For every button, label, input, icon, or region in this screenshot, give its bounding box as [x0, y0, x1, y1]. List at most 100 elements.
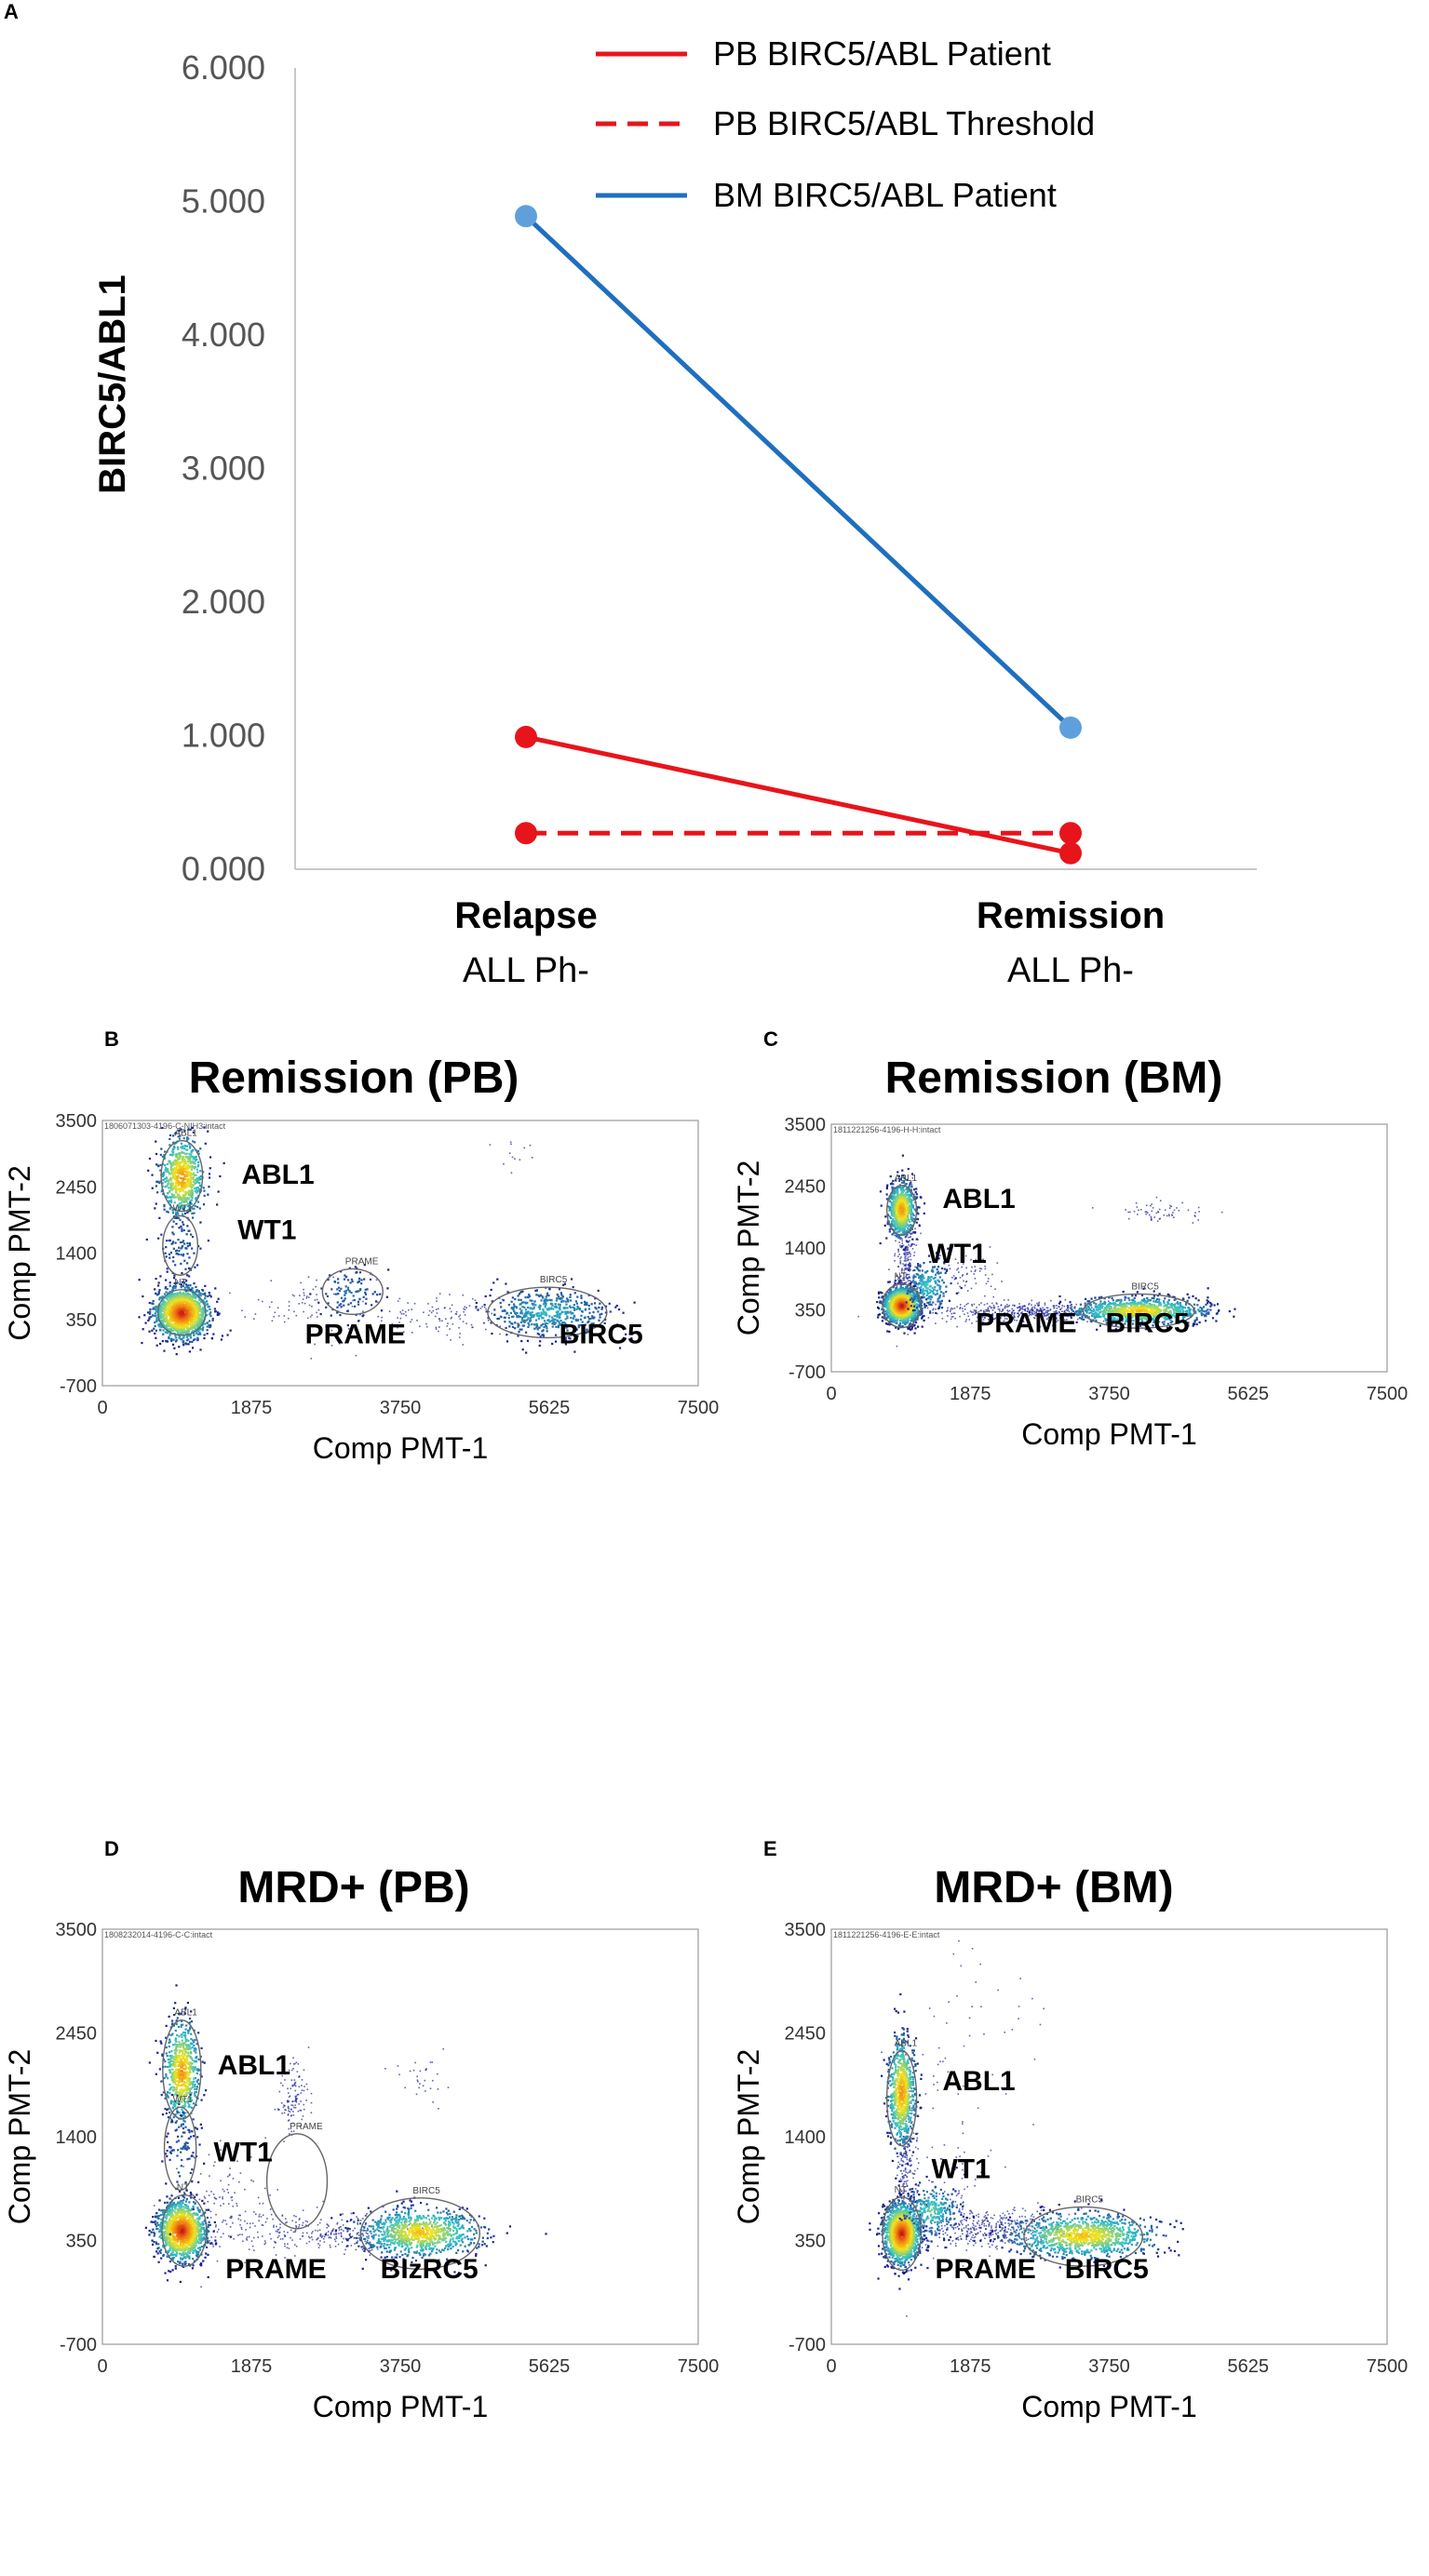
event-cloud	[857, 1154, 1236, 1348]
y-tick-label: -700	[60, 2335, 97, 2355]
cluster-label-abl1: ABL1	[241, 1160, 314, 1190]
series-bm-birc5-abl-patient	[515, 205, 1082, 739]
gate-label: BIRC5	[540, 1275, 568, 1285]
cluster-abl1	[148, 1984, 208, 2146]
y-tick-label: 350	[66, 1310, 97, 1331]
gates: ABL1 WT1 PRAME NT BIRC5	[157, 1129, 608, 1339]
sparse-events	[881, 1939, 1045, 2126]
y-tick-label: 6.000	[182, 48, 265, 87]
panel-e-scatter-mrd-bm: E MRD+ (BM) 1811221256-4196-E-E:intact -700…	[732, 1837, 1408, 2423]
x-tick-label: 5625	[529, 1398, 571, 1418]
cluster-label-abl1: ABL1	[942, 1184, 1015, 1214]
plot-title: MRD+ (PB)	[237, 1863, 469, 1912]
gate-label: ABL1	[895, 2039, 918, 2049]
sample-id: 1811221256-4196-E-E:intact	[833, 1930, 940, 1939]
x-tick-label: 7500	[678, 1398, 720, 1418]
panel-letter: E	[763, 1837, 777, 1860]
category-label-remission: Remission ALL Ph-	[977, 895, 1165, 990]
y-tick-label: 350	[795, 2232, 826, 2252]
gate-label: ABL1	[174, 2008, 197, 2019]
plot-title: Remission (PB)	[189, 1053, 519, 1103]
x-tick-label: 5625	[1228, 2356, 1270, 2377]
panel-b-scatter-remission-pb: B Remission (PB) 1806071303-4196-C-NIH3:in…	[3, 1027, 719, 1465]
y-tick-label: 3500	[785, 1115, 827, 1135]
y-tick-label: 5.000	[182, 182, 265, 221]
sparse-events	[362, 1293, 549, 1346]
x-axis-title: Comp PMT-1	[1021, 1417, 1196, 1451]
y-axis-title: Comp PMT-2	[3, 1165, 36, 1340]
sparse-events	[939, 1246, 1003, 1306]
data-point	[1059, 822, 1082, 845]
panel-letter: C	[763, 1027, 778, 1051]
panel-d-scatter-mrd-pb: D MRD+ (PB) 1808232014-4196-C-C:intact -700…	[3, 1837, 719, 2423]
panel-letter-a: A	[4, 0, 19, 23]
gates: ABL1 NT BIRC5	[882, 2039, 1144, 2272]
event-cloud	[144, 1984, 547, 2288]
cluster-label-prame: PRAME	[305, 1320, 406, 1350]
legend-item-pb-threshold: PB BIRC5/ABL Threshold	[596, 104, 1095, 142]
cluster-label-birc5: BIRC5	[1106, 1308, 1190, 1339]
gate-label: NT	[177, 2183, 189, 2194]
x-tick-label: 7500	[678, 2356, 720, 2377]
cluster-label-abl1: ABL1	[942, 2066, 1015, 2097]
x-tick-label: 3750	[380, 1398, 422, 1418]
x-tick-label: 0	[826, 1384, 836, 1404]
x-tick-label: 0	[97, 2356, 107, 2377]
data-point	[515, 822, 537, 845]
sample-id: 1811221256-4196-H-H:intact	[833, 1125, 941, 1134]
sparse-events	[1091, 1196, 1223, 1224]
x-tick-label: 0	[826, 2356, 836, 2377]
event-cloud	[138, 1126, 636, 1360]
y-tick-label: 2450	[785, 2024, 827, 2045]
legend-item-pb-patient: PB BIRC5/ABL Patient	[596, 34, 1051, 73]
gate-label: PRAME	[345, 1256, 379, 1267]
y-tick-label: 3500	[56, 1111, 98, 1132]
gate-abl1: ABL1	[162, 2008, 202, 2120]
cluster-label-bizrc5: BIzRC5	[381, 2254, 479, 2285]
gate-label: BIRC5	[1131, 1281, 1159, 1292]
gate-label: NT	[174, 1278, 186, 1288]
y-tick-label: 1400	[56, 1244, 98, 1265]
x-tick-label: 1875	[231, 2356, 273, 2377]
y-tick-label: 1400	[56, 2127, 98, 2148]
y-tick-label: 1.000	[182, 717, 265, 755]
cluster-label-prame: PRAME	[976, 1308, 1076, 1339]
x-tick-label: 1875	[950, 1384, 991, 1404]
y-axis-title: Comp PMT-2	[3, 2049, 36, 2224]
gate-nt: NT	[161, 2183, 208, 2267]
cluster-label-prame: PRAME	[935, 2254, 1035, 2285]
cluster-label-wt1: WT1	[237, 1215, 296, 1246]
svg-text:Relapse: Relapse	[454, 895, 597, 936]
y-tick-label: 2.000	[182, 583, 265, 621]
gate-label: ABL1	[174, 1129, 197, 1139]
cluster-label-wt1: WT1	[927, 1239, 986, 1269]
sparse-events	[900, 2107, 1006, 2267]
y-axis-title: BIRC5/ABL1	[92, 275, 133, 494]
cluster-nt	[144, 2180, 232, 2284]
gate-abl1: ABL1	[160, 1129, 204, 1213]
svg-text:Remission: Remission	[977, 895, 1165, 936]
x-tick-label: 0	[97, 1398, 107, 1418]
cluster-birc5	[324, 2190, 547, 2274]
cluster-label-prame: PRAME	[225, 2254, 326, 2285]
legend-label: PB BIRC5/ABL Threshold	[713, 104, 1095, 142]
legend-label: BM BIRC5/ABL Patient	[713, 176, 1057, 214]
gate-label: BIRC5	[1076, 2194, 1104, 2205]
gate-birc5: BIRC5	[1082, 1281, 1195, 1329]
gate-wt1: WT1	[163, 2095, 197, 2192]
gate-birc5: BIRC5	[1023, 2194, 1144, 2267]
y-tick-label: 0.000	[182, 850, 265, 888]
y-tick-label: 2450	[56, 1177, 98, 1198]
plot-title: Remission (BM)	[885, 1053, 1223, 1103]
gate-abl1: ABL1	[886, 1174, 918, 1236]
category-label-relapse: Relapse ALL Ph-	[454, 895, 597, 990]
panel-c-scatter-remission-bm: C Remission (BM) 1811221256-4196-H-H:intac…	[732, 1027, 1408, 1451]
data-point	[515, 205, 537, 228]
cluster-nt	[869, 2177, 930, 2290]
sparse-events	[384, 2047, 450, 2110]
svg-text:ALL Ph-: ALL Ph-	[1007, 951, 1134, 990]
y-tick-label: 1400	[785, 1239, 827, 1259]
gate-label: NT	[895, 1272, 907, 1282]
y-tick-label: 350	[795, 1301, 826, 1322]
x-tick-label: 3750	[1088, 2356, 1130, 2377]
